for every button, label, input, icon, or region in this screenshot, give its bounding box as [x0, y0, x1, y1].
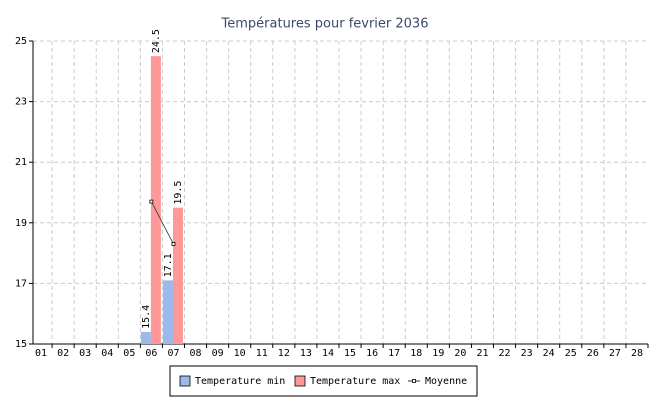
x-tick-label: 23 [521, 348, 533, 359]
legend-swatch [294, 375, 306, 387]
legend-swatch [412, 379, 416, 383]
x-tick-label: 09 [212, 348, 224, 359]
legend-swatch [179, 375, 191, 387]
x-tick-label: 03 [79, 348, 91, 359]
x-tick-label: 01 [35, 348, 47, 359]
x-tick-label: 21 [476, 348, 488, 359]
x-tick-label: 24 [543, 348, 555, 359]
y-tick-label: 17 [15, 278, 27, 289]
x-tick-label: 17 [388, 348, 400, 359]
x-tick-label: 22 [499, 348, 511, 359]
x-tick-label: 02 [57, 348, 69, 359]
legend-box [169, 365, 478, 397]
x-tick-label: 10 [234, 348, 246, 359]
y-tick-label: 19 [15, 218, 27, 229]
x-tick-label: 27 [609, 348, 621, 359]
legend-label: Temperature max [310, 376, 400, 387]
legend-label: Moyenne [425, 376, 467, 387]
line-marker [149, 199, 154, 204]
x-tick-label: 18 [410, 348, 422, 359]
x-tick-label: 25 [565, 348, 577, 359]
chart-title: Températures pour fevrier 2036 [221, 17, 429, 32]
x-tick-label: 04 [101, 348, 113, 359]
x-tick-label: 05 [123, 348, 135, 359]
legend-label: Temperature min [195, 376, 285, 387]
bar [162, 280, 173, 344]
line-marker [171, 242, 176, 246]
x-tick-label: 28 [631, 348, 643, 359]
bar [172, 207, 183, 344]
x-tick-label: 16 [366, 348, 378, 359]
x-tick-label: 08 [190, 348, 202, 359]
bar [140, 331, 151, 344]
value-label: 19.5 [173, 181, 184, 205]
value-label: 17.1 [163, 253, 174, 277]
x-tick-label: 07 [167, 348, 179, 359]
x-tick-label: 12 [278, 348, 290, 359]
bar [150, 56, 161, 345]
value-label: 15.4 [141, 305, 152, 329]
y-tick-label: 25 [15, 36, 27, 47]
x-tick-label: 06 [145, 348, 157, 359]
y-tick-label: 21 [15, 157, 27, 168]
value-label: 24.5 [151, 29, 162, 53]
y-tick-label: 23 [15, 97, 27, 108]
x-tick-label: 19 [432, 348, 444, 359]
x-tick-label: 26 [587, 348, 599, 359]
x-tick-label: 20 [454, 348, 466, 359]
line [151, 201, 174, 245]
x-tick-label: 15 [344, 348, 356, 359]
x-tick-label: 13 [300, 348, 312, 359]
y-tick-label: 15 [15, 339, 27, 350]
x-tick-label: 14 [322, 348, 334, 359]
x-tick-label: 11 [256, 348, 268, 359]
